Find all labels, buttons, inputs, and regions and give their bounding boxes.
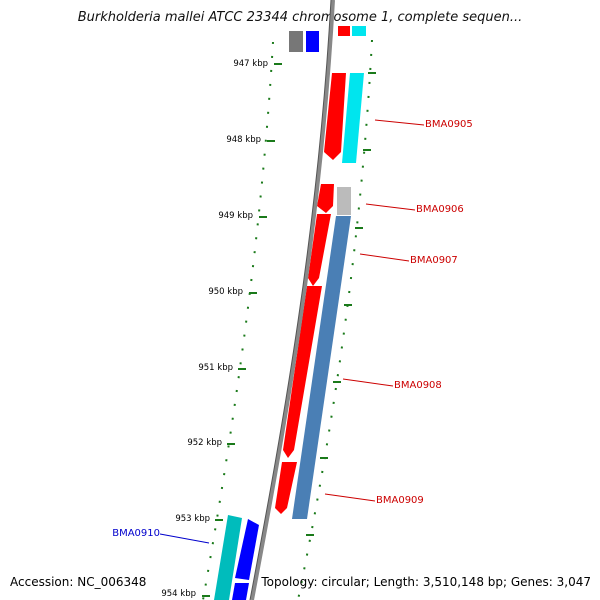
tick-label-953: 953 kbp [175,514,210,524]
tick-label-949: 949 kbp [218,211,253,221]
tick-labels: 947 kbp 948 kbp 949 kbp 950 kbp 951 kbp … [161,59,268,599]
feature-steelblue-long [292,216,351,519]
tick-label-950: 950 kbp [208,287,243,297]
feature-blue-bottom [232,583,249,600]
feature-teal-0910 [214,515,242,600]
feature-cyan-0905 [342,73,364,163]
label-line-0908 [342,378,394,387]
label-line-0909 [324,493,376,502]
tick-label-954: 954 kbp [161,589,196,599]
backbone [250,0,335,600]
feature-red-0908 [283,286,322,458]
feature-cyan-top [352,26,366,36]
accession-text: Accession: NC_006348 [10,575,147,589]
tick-label-951: 951 kbp [198,363,233,373]
gene-label-bma0909[interactable]: BMA0909 [376,495,424,506]
label-line-0906 [365,203,416,211]
gene-label-bma0910[interactable]: BMA0910 [112,528,160,539]
tick-label-948: 948 kbp [226,135,261,145]
feature-lightgrey-0906 [337,187,351,215]
gene-label-bma0908[interactable]: BMA0908 [394,380,442,391]
feature-red-0906 [317,184,334,213]
topology-text: Topology: circular; Length: 3,510,148 bp… [261,575,591,589]
feature-grey-top [289,31,303,52]
feature-blue-0910 [235,519,259,580]
map-title: Burkholderia mallei ATCC 23344 chromosom… [77,10,523,25]
tick-label-947: 947 kbp [233,59,268,69]
gene-label-bma0907[interactable]: BMA0907 [410,255,458,266]
feature-red-top [338,26,350,36]
feature-red-0907 [308,214,331,286]
gene-label-bma0906[interactable]: BMA0906 [416,204,464,215]
label-line-0905 [374,119,425,126]
feature-red-0909 [275,462,297,514]
inner-dotted-guide [202,41,274,600]
tick-marks [202,63,376,597]
label-line-0910 [159,533,210,544]
label-line-0907 [359,253,410,262]
feature-blue-top [306,31,319,52]
gene-label-bma0905[interactable]: BMA0905 [425,119,473,130]
tick-label-952: 952 kbp [187,438,222,448]
feature-red-0905 [324,73,346,160]
backbone-shade [249,0,332,600]
